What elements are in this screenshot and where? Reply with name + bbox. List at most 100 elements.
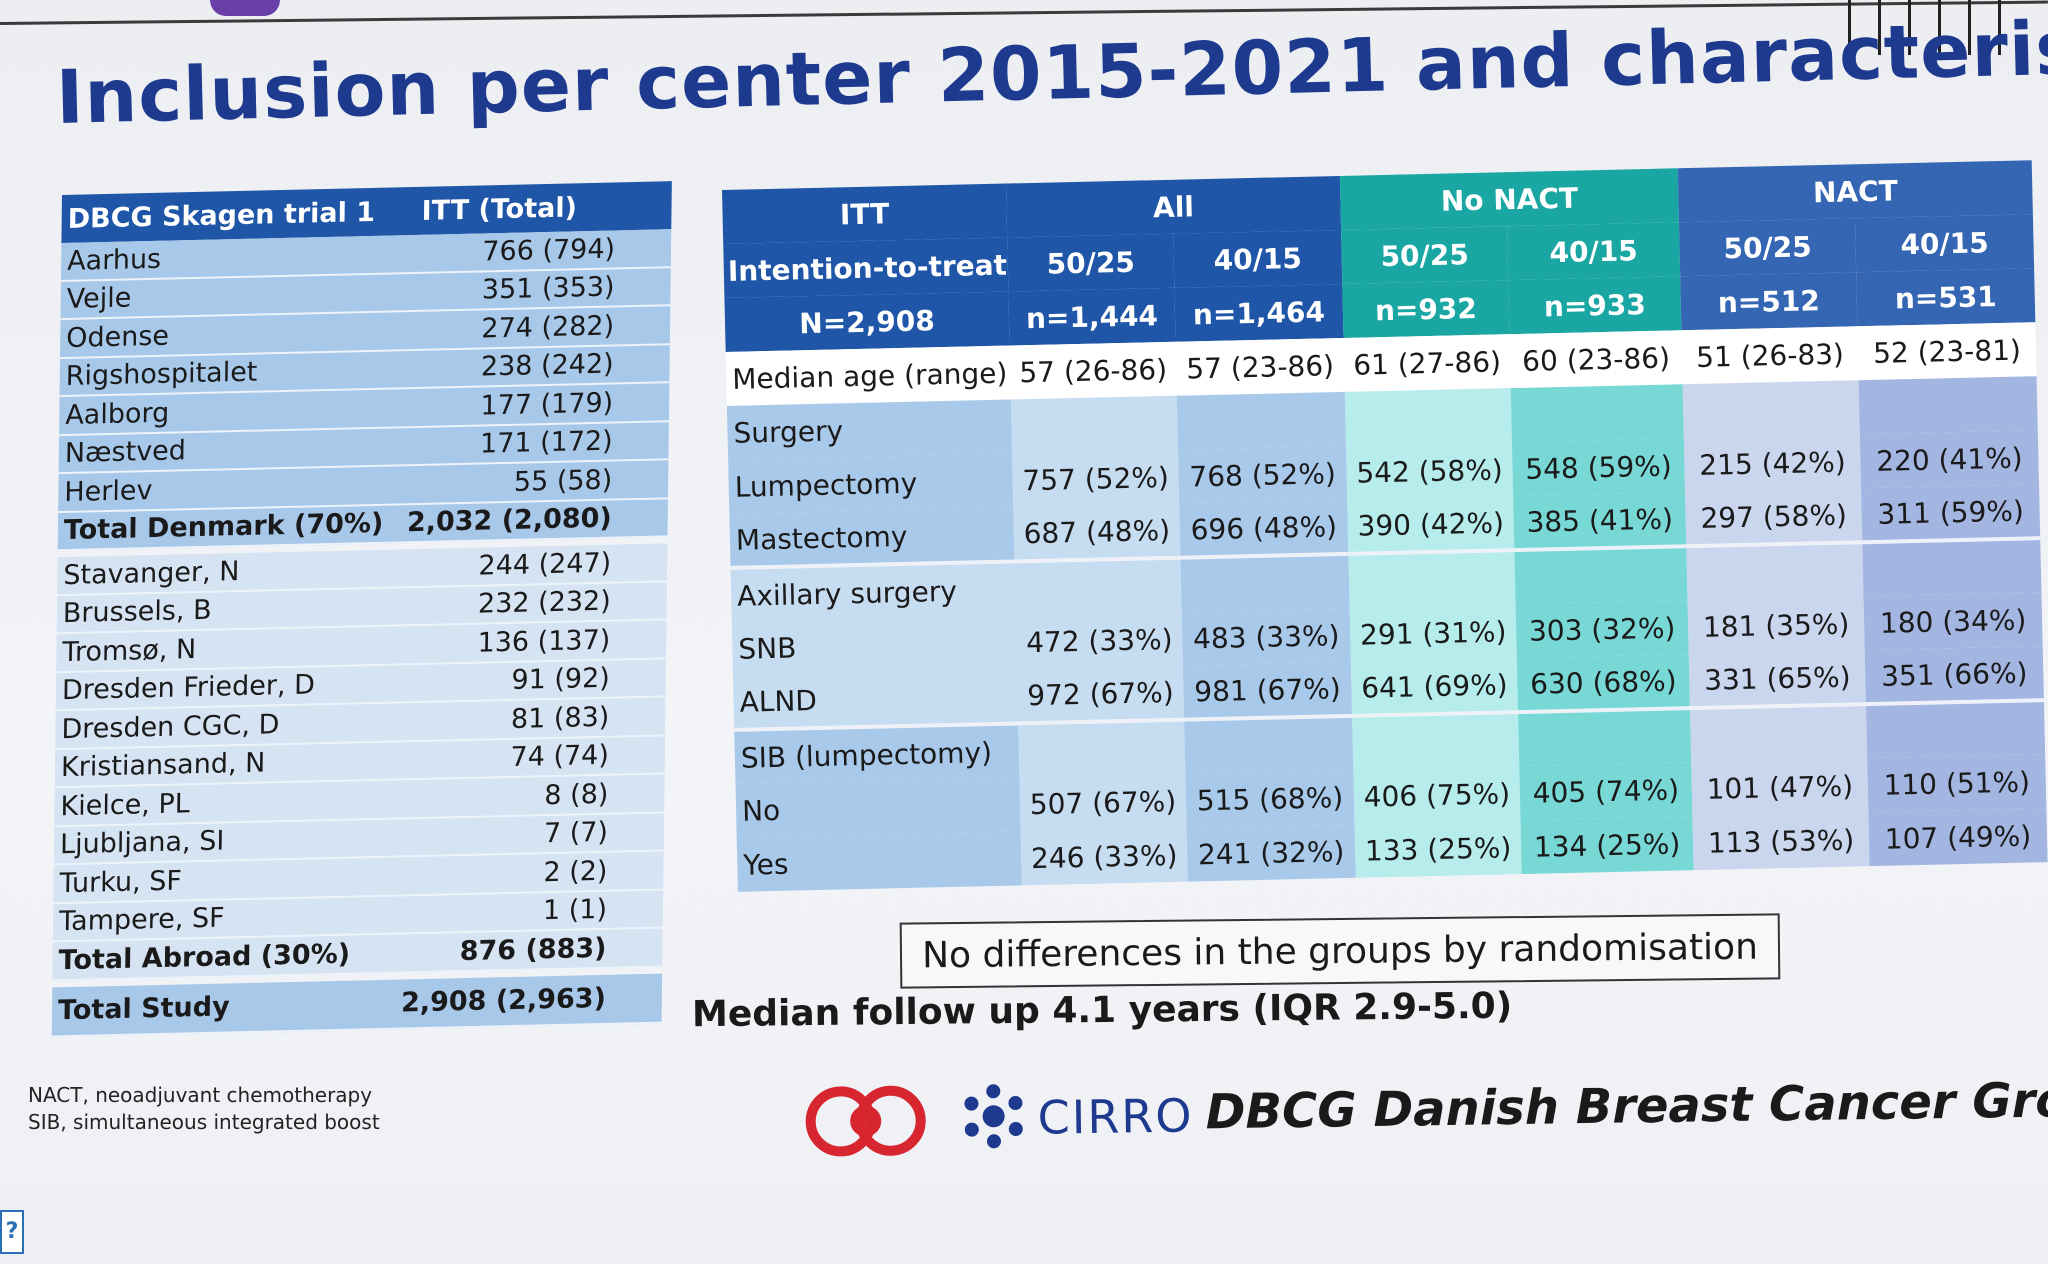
cell-value: 241 (32%) <box>1186 823 1356 882</box>
row-label: Lumpectomy <box>728 453 1014 514</box>
center-name: Dresden CGC, D <box>61 708 280 745</box>
section-label: Surgery <box>726 399 1013 460</box>
total-denmark-label: Total Denmark (70%) <box>63 508 384 547</box>
total-abroad-label: Total Abroad (30%) <box>58 938 351 977</box>
cell-value: 768 (52%) <box>1178 445 1348 504</box>
center-value: 136 (137) <box>477 624 611 659</box>
center-name: Rigshospitalet <box>65 356 258 393</box>
total-study-label: Total Study <box>57 991 230 1027</box>
total-abroad-value: 876 (883) <box>459 932 607 967</box>
itt-header-line3: N=2,908 <box>724 291 1010 352</box>
total-study-row: Total Study 2,908 (2,963) <box>51 973 663 1037</box>
center-name: Herlev <box>64 474 153 508</box>
row-label: Median age (range) <box>725 345 1011 406</box>
cell-value: 515 (68%) <box>1185 769 1355 828</box>
cell-value: 472 (33%) <box>1015 611 1183 670</box>
center-name: Brussels, B <box>62 594 212 630</box>
center-value: 177 (179) <box>480 387 614 422</box>
center-value: 1 (1) <box>542 894 608 927</box>
center-name: Kristiansand, N <box>60 747 266 784</box>
center-name: Aalborg <box>65 397 170 431</box>
center-name: Turku, SF <box>59 865 183 899</box>
center-name: Kielce, PL <box>60 787 190 822</box>
cell-value: 405 (74%) <box>1519 762 1693 821</box>
center-name: Aarhus <box>66 243 162 277</box>
page-title: Inclusion per center 2015-2021 and chara… <box>55 1 2048 141</box>
cell-value: 101 (47%) <box>1691 758 1869 817</box>
randomisation-note: No differences in the groups by randomis… <box>899 913 1781 989</box>
cell-value: 57 (23-86) <box>1175 337 1345 396</box>
itt-header-line1: ITT <box>722 183 1008 244</box>
cell-value: 507 (67%) <box>1019 773 1187 832</box>
cell-value: 630 (68%) <box>1516 654 1691 713</box>
center-name: Dresden Frieder, D <box>61 669 316 707</box>
cell-value: 291 (31%) <box>1349 604 1517 662</box>
cell-value: 311 (59%) <box>1861 484 2041 543</box>
cell-value: 113 (53%) <box>1692 812 1870 871</box>
total-study-value: 2,908 (2,963) <box>400 982 607 1019</box>
cell-value: 110 (51%) <box>1867 754 2047 813</box>
cell-value: 133 (25%) <box>1354 820 1522 878</box>
center-name: Tromsø, N <box>62 633 197 668</box>
center-name: Næstved <box>64 435 187 470</box>
arm-label: 50/25 <box>1341 226 1509 284</box>
center-value: 55 (58) <box>513 464 613 498</box>
center-name: Odense <box>66 320 170 354</box>
center-value: 232 (232) <box>477 585 611 620</box>
center-value: 2 (2) <box>543 855 608 889</box>
corner-lines <box>1828 0 2028 55</box>
rings-logo-icon <box>805 1085 926 1157</box>
cell-value: 61 (27-86) <box>1343 334 1511 392</box>
center-value: 7 (7) <box>543 817 609 850</box>
row-label: ALND <box>733 669 1019 730</box>
cell-value: 351 (66%) <box>1864 646 2044 705</box>
arm-n: n=933 <box>1508 276 1682 335</box>
help-icon[interactable]: ? <box>0 1210 24 1254</box>
cell-value: 220 (41%) <box>1859 430 2040 489</box>
cell-value: 107 (49%) <box>1868 808 2048 867</box>
center-value: 8 (8) <box>544 778 609 811</box>
arm-n: n=1,464 <box>1174 283 1344 342</box>
arm-n: n=512 <box>1680 272 1858 331</box>
centers-table: DBCG Skagen trial 1 ITT (Total) Aarhus 76… <box>51 181 672 1037</box>
arm-label: 50/25 <box>1007 233 1175 292</box>
dbcg-wordmark: DBCG Danish Breast Cancer Group <box>1205 1071 2048 1141</box>
cell-value: 57 (26-86) <box>1009 341 1177 400</box>
arm-label: 50/25 <box>1678 218 1857 277</box>
cell-value: 757 (52%) <box>1012 449 1180 508</box>
center-value: 91 (92) <box>511 662 610 697</box>
section-label: Axillary surgery <box>730 561 1016 622</box>
cell-value: 542 (58%) <box>1345 442 1514 500</box>
cell-value: 406 (75%) <box>1353 766 1521 824</box>
arm-n: n=1,444 <box>1008 287 1176 346</box>
centers-header-trial: DBCG Skagen trial 1 <box>67 196 376 235</box>
cell-value: 60 (23-86) <box>1509 330 1683 389</box>
cirro-logo-icon <box>964 1084 1023 1149</box>
centers-header-itt: ITT (Total) <box>421 191 578 227</box>
center-name: Vejle <box>66 282 132 316</box>
cell-value: 246 (33%) <box>1020 827 1188 886</box>
center-name: Ljubljana, SI <box>59 825 225 861</box>
section-label: SIB (lumpectomy) <box>734 723 1020 784</box>
center-name: Stavanger, N <box>63 555 240 591</box>
row-label: SNB <box>731 615 1017 676</box>
arm-label: 40/15 <box>1173 229 1343 288</box>
followup-text: Median follow up 4.1 years (IQR 2.9-5.0) <box>691 985 1513 1036</box>
center-value: 171 (172) <box>479 425 613 460</box>
characteristics-table: ITT All No NACT NACT Intention-to-treat … <box>722 160 2048 892</box>
cell-value: 687 (48%) <box>1013 503 1181 562</box>
group-no-nact-header: No NACT <box>1339 168 1679 230</box>
row-label: No <box>735 777 1021 838</box>
cell-value: 181 (35%) <box>1687 596 1865 655</box>
cell-value: 331 (65%) <box>1688 650 1866 709</box>
cell-value: 303 (32%) <box>1515 600 1689 659</box>
cirro-wordmark: CIRRO <box>1037 1088 1194 1145</box>
itt-header-line2: Intention-to-treat <box>723 237 1009 298</box>
logo-strip: CIRRO DBCG Danish Breast Cancer Group <box>800 1055 2048 1182</box>
center-value: 351 (353) <box>481 271 615 306</box>
cell-value: 215 (42%) <box>1683 434 1862 493</box>
cell-value: 981 (67%) <box>1182 661 1353 720</box>
center-value: 74 (74) <box>510 739 610 774</box>
arm-n: n=932 <box>1342 280 1510 338</box>
group-nact-header: NACT <box>1677 160 2033 223</box>
